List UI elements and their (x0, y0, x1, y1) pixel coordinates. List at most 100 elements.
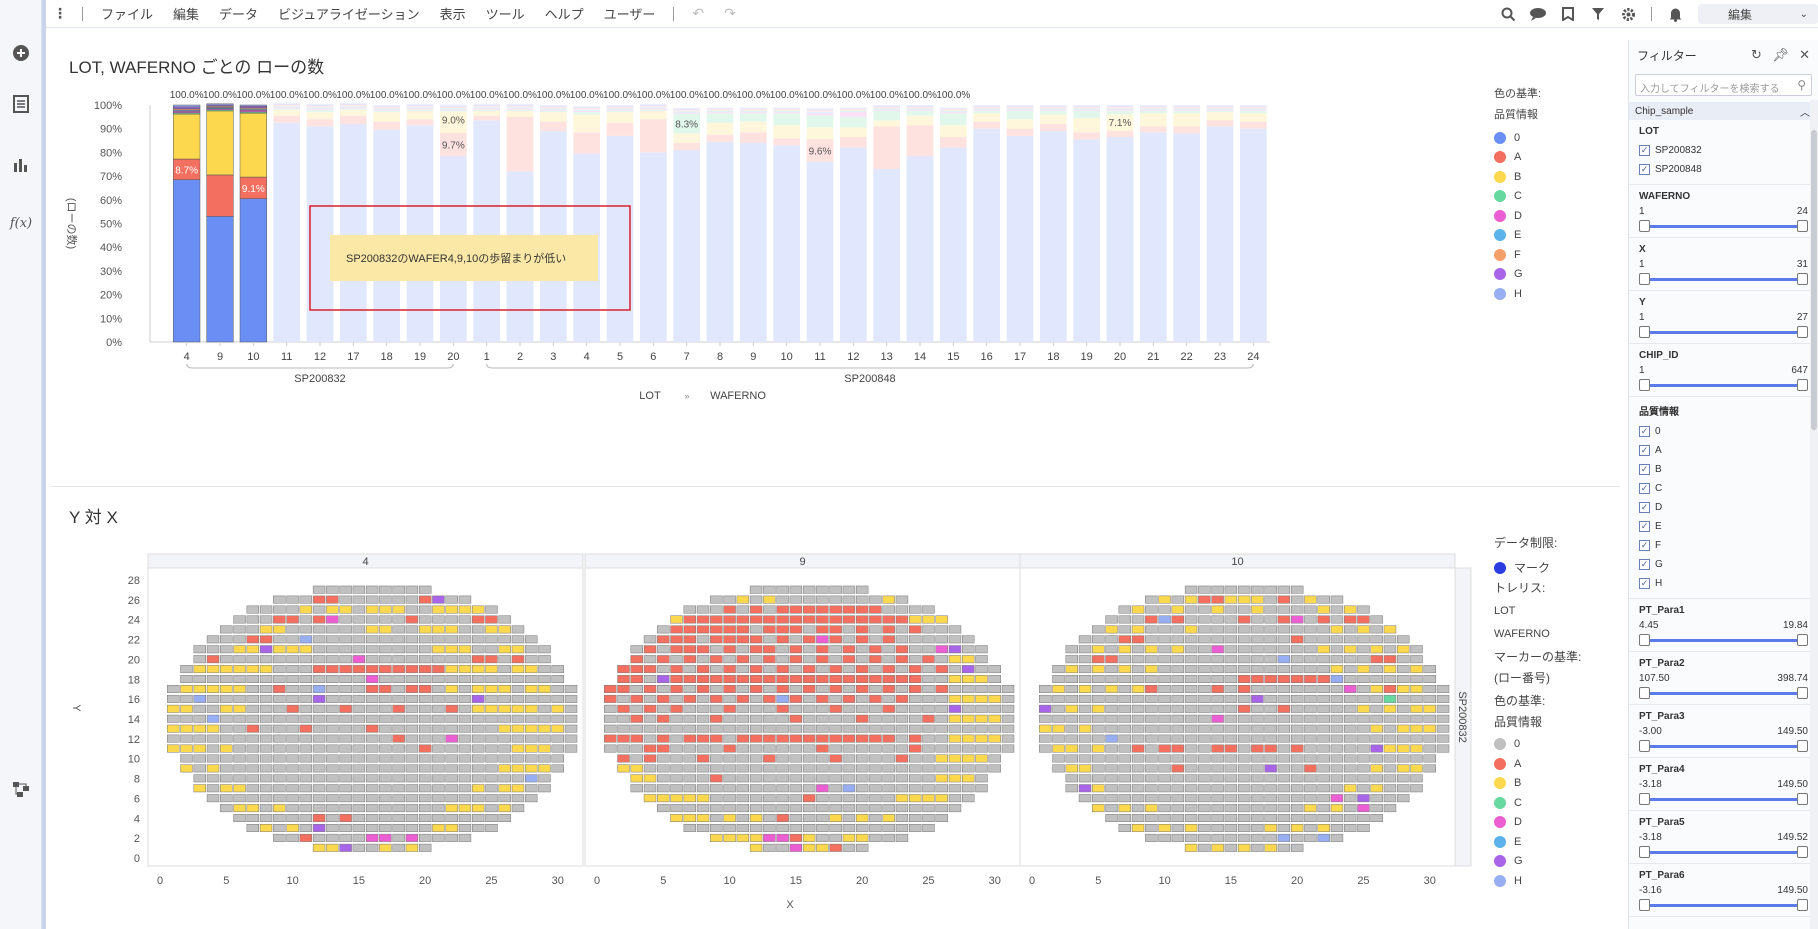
range-slider[interactable] (1639, 634, 1808, 646)
slider-handle-min[interactable] (1639, 793, 1650, 805)
range-slider[interactable] (1639, 220, 1808, 232)
range-slider[interactable] (1639, 687, 1808, 699)
slider-handle-min[interactable] (1639, 220, 1650, 232)
checkbox[interactable]: ✓ (1639, 145, 1650, 156)
slider-handle-min[interactable] (1639, 379, 1650, 391)
legend-item[interactable]: H (1494, 284, 1541, 304)
checkbox[interactable]: ✓ (1639, 426, 1650, 437)
checkbox[interactable]: ✓ (1639, 578, 1650, 589)
checkbox[interactable]: ✓ (1639, 483, 1650, 494)
menu-item[interactable]: ツール (485, 7, 525, 22)
slider-handle-min[interactable] (1639, 687, 1650, 699)
legend-item[interactable]: F (1494, 245, 1541, 265)
legend-item[interactable]: D (1494, 206, 1541, 226)
range-slider[interactable] (1639, 793, 1808, 805)
legend-item[interactable]: C (1494, 793, 1581, 813)
range-slider[interactable] (1639, 740, 1808, 752)
range-slider[interactable] (1639, 846, 1808, 858)
network-icon[interactable] (9, 777, 33, 801)
menu-item[interactable]: ユーザー (603, 7, 656, 22)
checkbox[interactable]: ✓ (1639, 464, 1650, 475)
slider-handle-max[interactable] (1797, 220, 1808, 232)
checkbox-item[interactable]: ✓ 0 (1639, 422, 1808, 441)
checkbox-item[interactable]: ✓ G (1639, 555, 1808, 574)
slider-handle-min[interactable] (1639, 899, 1650, 911)
menu-item[interactable]: ファイル (101, 7, 154, 22)
scrollbar-thumb[interactable] (1811, 130, 1817, 430)
function-icon[interactable]: f(x) (9, 215, 33, 231)
slider-handle-min[interactable] (1639, 326, 1650, 338)
legend-item[interactable]: E (1494, 226, 1541, 246)
reset-filters-icon[interactable]: ↻ (1750, 47, 1762, 62)
range-slider[interactable] (1639, 273, 1808, 285)
slider-handle-max[interactable] (1797, 634, 1808, 646)
legend-item[interactable]: D (1494, 813, 1581, 833)
legend-item[interactable]: 0 (1494, 128, 1541, 148)
legend-item[interactable]: C (1494, 187, 1541, 207)
settings-gear-icon[interactable] (1613, 0, 1643, 28)
legend-item[interactable]: A (1494, 148, 1541, 168)
slider-handle-max[interactable] (1797, 273, 1808, 285)
checkbox-item[interactable]: ✓ A (1639, 441, 1808, 460)
range-slider[interactable] (1639, 899, 1808, 911)
checkbox-item[interactable]: ✓ SP200832 (1639, 141, 1808, 160)
legend-item[interactable]: H (1494, 871, 1581, 891)
slider-handle-min[interactable] (1639, 634, 1650, 646)
visualization-icon[interactable] (9, 152, 33, 176)
legend-item[interactable]: B (1494, 774, 1581, 794)
legend-item[interactable]: G (1494, 265, 1541, 285)
slider-handle-max[interactable] (1797, 793, 1808, 805)
checkbox-item[interactable]: ✓ D (1639, 498, 1808, 517)
legend-item[interactable]: G (1494, 852, 1581, 872)
legend-item[interactable]: B (1494, 167, 1541, 187)
checkbox-item[interactable]: ✓ SP200848 (1639, 160, 1808, 179)
checkbox[interactable]: ✓ (1639, 164, 1650, 175)
checkbox-item[interactable]: ✓ H (1639, 574, 1808, 593)
filter-scrollbar[interactable] (1810, 100, 1818, 929)
checkbox-item[interactable]: ✓ E (1639, 517, 1808, 536)
slider-handle-max[interactable] (1797, 687, 1808, 699)
menu-item[interactable]: ヘルプ (544, 7, 584, 22)
legend-item[interactable]: 0 (1494, 735, 1581, 755)
checkbox[interactable]: ✓ (1639, 521, 1650, 532)
pin-icon[interactable]: 📌︎ (1772, 47, 1789, 62)
more-menu-icon[interactable]: ⋮ (53, 5, 67, 21)
slider-handle-max[interactable] (1797, 846, 1808, 858)
range-slider[interactable] (1639, 326, 1808, 338)
slider-handle-max[interactable] (1797, 899, 1808, 911)
comments-icon[interactable] (1523, 0, 1553, 28)
legend-item[interactable]: A (1494, 754, 1581, 774)
search-icon[interactable] (1493, 0, 1523, 28)
checkbox[interactable]: ✓ (1639, 559, 1650, 570)
filter-table-header[interactable]: Chip_sample ︿ (1629, 102, 1818, 120)
redo-icon[interactable]: ↷ (724, 5, 736, 21)
filter-search-input[interactable]: 入力してフィルターを検索する ⚲ (1635, 74, 1812, 96)
close-icon[interactable]: ✕ (1799, 47, 1810, 62)
menu-item[interactable]: データ (219, 7, 259, 22)
slider-handle-max[interactable] (1797, 326, 1808, 338)
menu-item[interactable]: 編集 (173, 7, 200, 22)
checkbox[interactable]: ✓ (1639, 445, 1650, 456)
menu-item[interactable]: ビジュアライゼーション (278, 7, 420, 22)
legend-item[interactable]: E (1494, 832, 1581, 852)
bookmark-icon[interactable] (1553, 0, 1583, 28)
checkbox-item[interactable]: ✓ F (1639, 536, 1808, 555)
menu-item[interactable]: 表示 (439, 7, 466, 22)
add-icon[interactable] (9, 41, 33, 65)
filter-icon[interactable] (1583, 0, 1613, 28)
edit-mode-dropdown[interactable]: 編集 ⌄ (1698, 4, 1818, 24)
checkbox-item[interactable]: ✓ C (1639, 479, 1808, 498)
slider-handle-min[interactable] (1639, 846, 1650, 858)
data-table-icon[interactable] (9, 92, 33, 116)
slider-handle-max[interactable] (1797, 379, 1808, 391)
checkbox-item[interactable]: ✓ B (1639, 460, 1808, 479)
checkbox[interactable]: ✓ (1639, 540, 1650, 551)
slider-handle-max[interactable] (1797, 740, 1808, 752)
slider-handle-min[interactable] (1639, 273, 1650, 285)
notification-bell-icon[interactable] (1660, 0, 1690, 28)
slider-handle-min[interactable] (1639, 740, 1650, 752)
undo-icon[interactable]: ↶ (692, 5, 705, 21)
checkbox[interactable]: ✓ (1639, 502, 1650, 513)
bar-chart[interactable]: 0%10%20%30%40%50%60%70%80%90%100%(ローの数)1… (50, 80, 1530, 520)
